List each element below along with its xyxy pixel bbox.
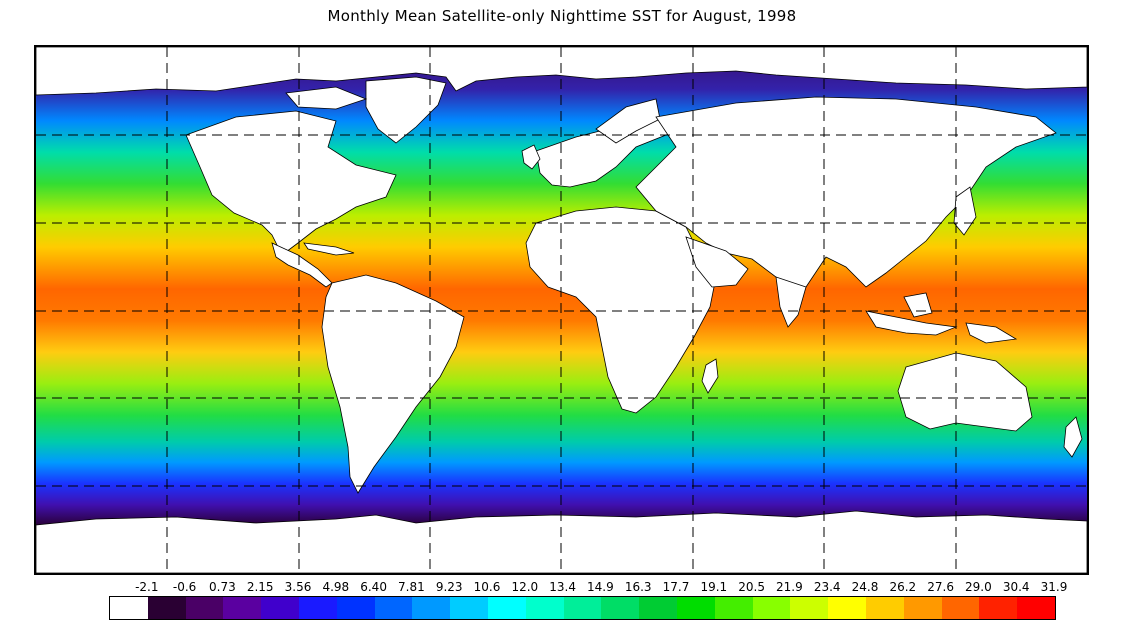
arabia — [685, 236, 749, 288]
colorbar-swatch — [223, 597, 262, 619]
colorbar-label: 12.0 — [511, 580, 539, 594]
sst-map — [34, 45, 1089, 575]
colorbar-label: 7.81 — [398, 580, 425, 594]
sst-map-canvas — [36, 47, 1087, 573]
colorbar-swatch — [941, 597, 980, 619]
colorbar-swatch — [110, 597, 148, 619]
colorbar-label: 21.9 — [776, 580, 803, 594]
colorbar-label: 29.0 — [965, 580, 992, 594]
gridlines — [36, 47, 1087, 573]
colorbar-swatch — [450, 597, 488, 619]
colorbar-swatch — [374, 597, 413, 619]
colorbar-label: 4.98 — [322, 580, 350, 594]
australia — [897, 352, 1033, 432]
colorbar-labels: -2.1 -0.6 0.73 2.15 3.56 4.98 6.40 7.81 9.23 10.6… — [90, 580, 1067, 596]
colorbar-swatch — [752, 597, 791, 619]
asia — [635, 96, 1057, 304]
india — [775, 276, 807, 328]
madagascar — [701, 358, 719, 394]
colorbar — [109, 596, 1056, 620]
britain — [521, 144, 541, 170]
colorbar-swatch — [412, 597, 451, 619]
colorbar-label: 31.9 — [1040, 580, 1068, 594]
colorbar-label: 3.56 — [284, 580, 312, 594]
south-america — [321, 274, 465, 494]
colorbar-swatch — [714, 597, 753, 619]
colorbar-swatch — [487, 597, 526, 619]
colorbar-swatch — [828, 597, 866, 619]
colorbar-swatch — [185, 597, 224, 619]
colorbar-swatch — [639, 597, 677, 619]
colorbar-label: 27.6 — [927, 580, 954, 594]
colorbar-label: -2.1 — [135, 580, 159, 594]
landmasses — [36, 47, 1087, 573]
north-america — [185, 110, 397, 256]
colorbar-swatch — [261, 597, 299, 619]
colorbar-label: 26.2 — [889, 580, 917, 594]
new-guinea — [965, 322, 1018, 344]
colorbar-label: 13.4 — [549, 580, 576, 594]
colorbar-label: -0.6 — [172, 580, 197, 594]
map-title: Monthly Mean Satellite-only Nighttime SS… — [327, 7, 797, 25]
colorbar-swatch — [525, 597, 564, 619]
antarctica — [36, 510, 1087, 573]
colorbar-swatch — [1017, 597, 1055, 619]
colorbar-label: 0.73 — [209, 580, 236, 594]
colorbar-label: 23.4 — [813, 580, 841, 594]
colorbar-swatch — [147, 597, 186, 619]
colorbar-label: 2.15 — [246, 580, 274, 594]
canadian-islands — [285, 86, 368, 110]
new-zealand — [1063, 416, 1083, 458]
colorbar-label: 19.1 — [700, 580, 728, 594]
colorbar-label: 10.6 — [473, 580, 501, 594]
colorbar-label: 17.7 — [662, 580, 690, 594]
colorbar-swatch — [563, 597, 602, 619]
colorbar-swatch — [865, 597, 904, 619]
colorbar-label: 6.40 — [360, 580, 387, 594]
colorbar-label: 16.3 — [624, 580, 652, 594]
colorbar-swatch — [298, 597, 337, 619]
colorbar-swatch — [979, 597, 1018, 619]
greenland — [365, 76, 447, 144]
colorbar-label: 14.9 — [587, 580, 614, 594]
indonesia — [865, 310, 958, 336]
colorbar-swatch — [790, 597, 829, 619]
central-america — [271, 242, 333, 288]
colorbar-label: 9.23 — [435, 580, 463, 594]
colorbar-label: 20.5 — [738, 580, 765, 594]
colorbar-label: 30.4 — [1002, 580, 1030, 594]
colorbar-label: 24.8 — [851, 580, 879, 594]
cuba — [303, 242, 355, 256]
colorbar-swatch — [676, 597, 715, 619]
colorbar-swatch — [903, 597, 942, 619]
colorbar-swatch — [601, 597, 640, 619]
colorbar-swatch — [336, 597, 375, 619]
